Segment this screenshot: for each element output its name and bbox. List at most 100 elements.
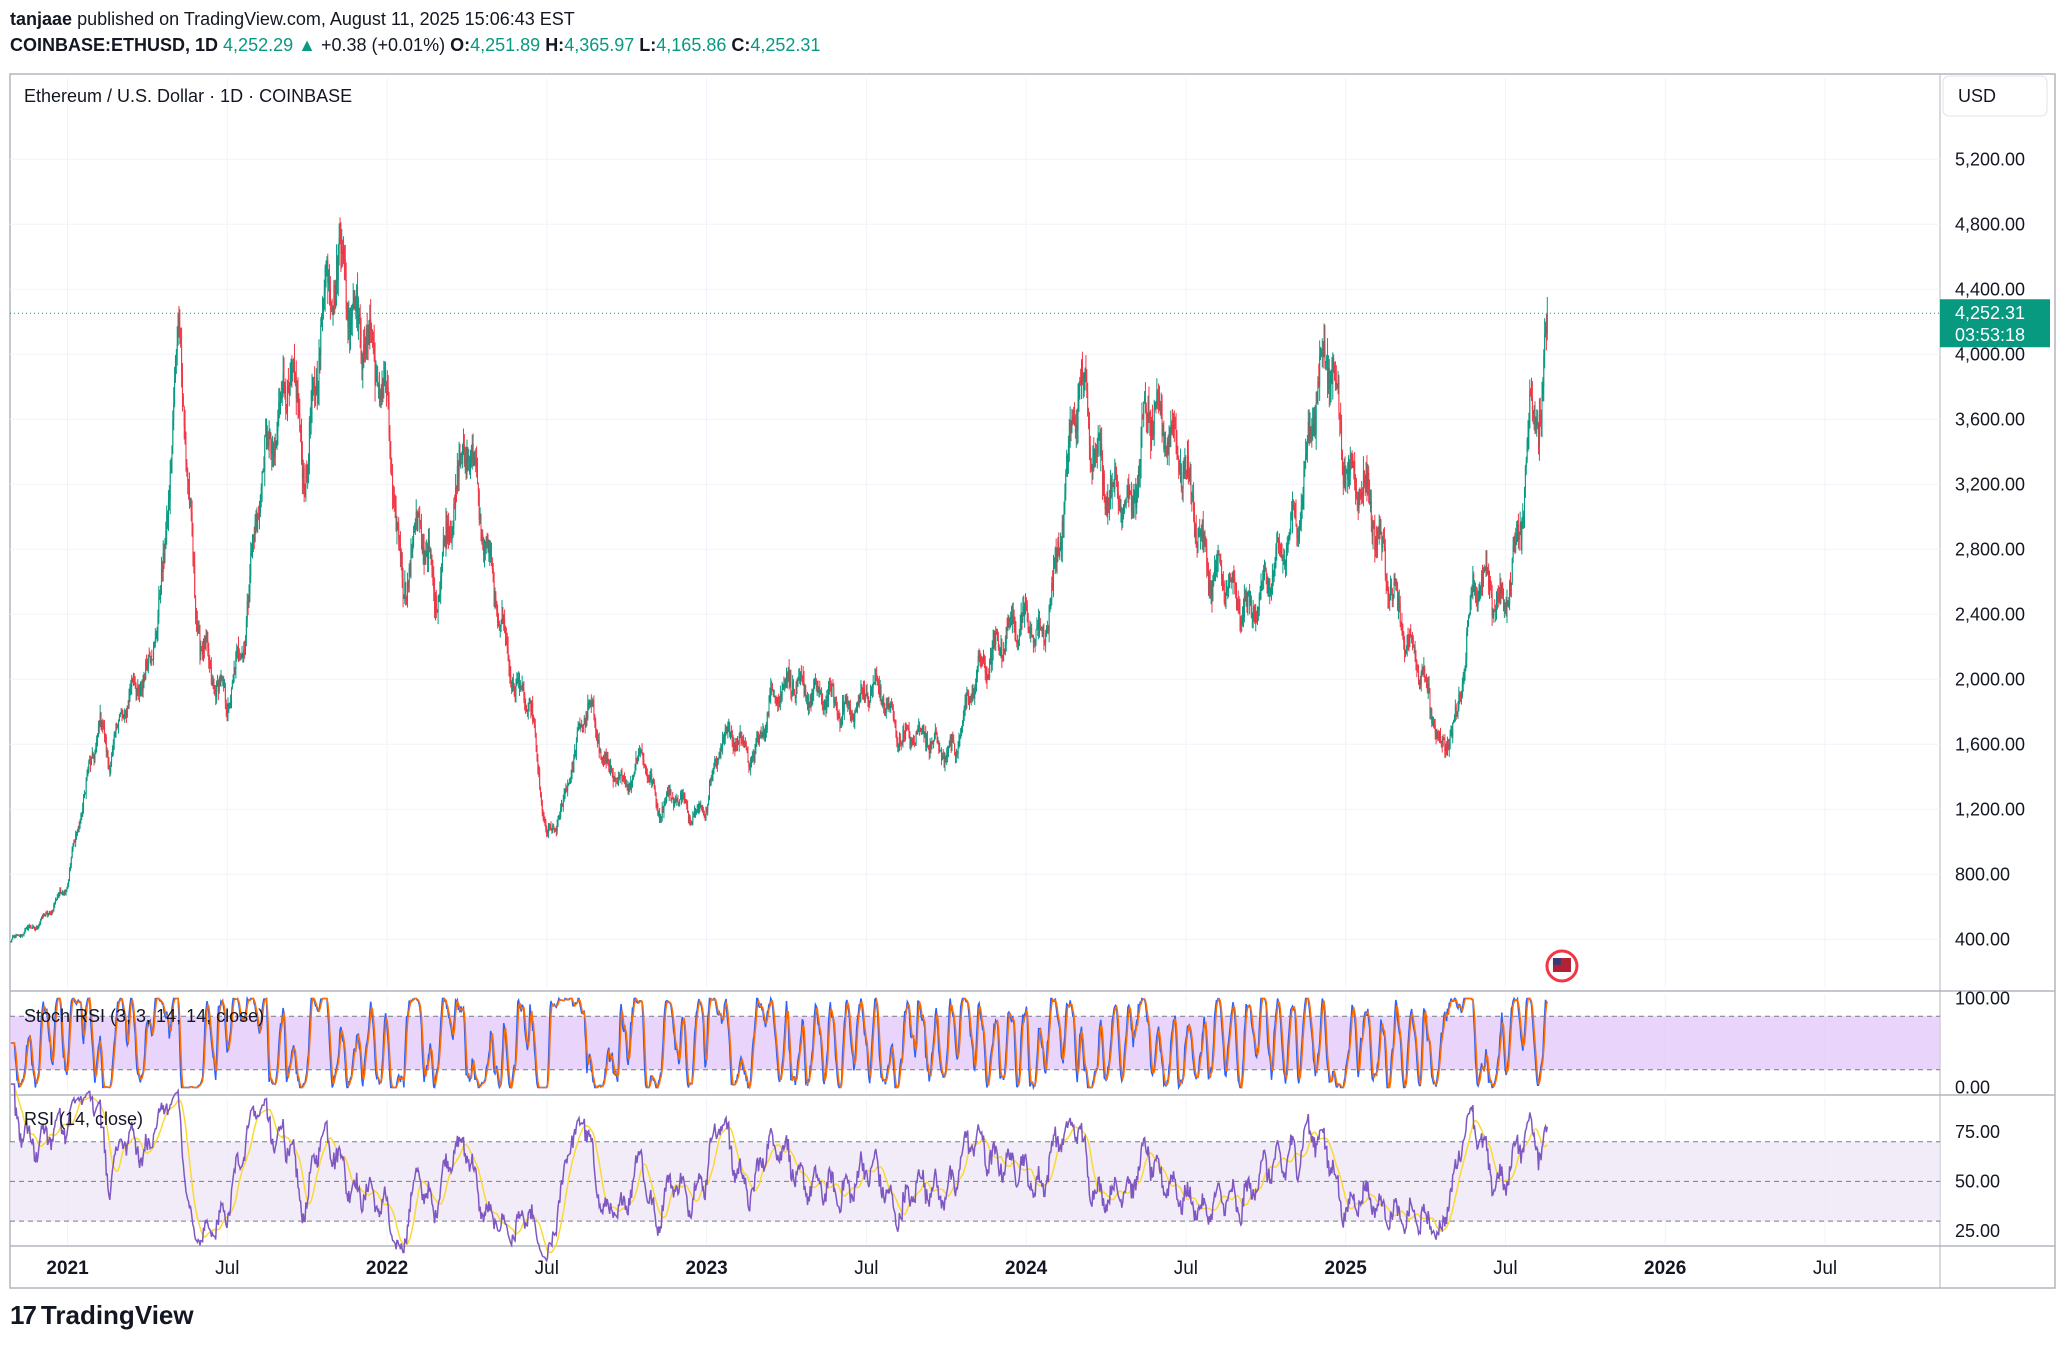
candle-body[interactable] — [483, 536, 485, 555]
candle-body[interactable] — [516, 679, 518, 686]
candle-body[interactable] — [633, 774, 635, 777]
candle-body[interactable] — [127, 705, 129, 707]
candle-body[interactable] — [1305, 454, 1307, 462]
candle-body[interactable] — [103, 725, 105, 727]
candle-body[interactable] — [1137, 470, 1139, 494]
candle-body[interactable] — [168, 499, 170, 501]
candle-body[interactable] — [895, 725, 897, 738]
candle-body[interactable] — [847, 700, 849, 705]
candle-body[interactable] — [437, 600, 439, 613]
candle-body[interactable] — [436, 611, 438, 613]
candle-body[interactable] — [607, 757, 609, 761]
candle-body[interactable] — [1193, 510, 1195, 537]
candle-body[interactable] — [1157, 390, 1159, 395]
candle-body[interactable] — [810, 695, 812, 706]
candle-body[interactable] — [772, 690, 774, 697]
candle-body[interactable] — [358, 313, 360, 317]
candle-body[interactable] — [1018, 635, 1020, 640]
candle-body[interactable] — [684, 797, 686, 801]
candle-body[interactable] — [309, 422, 311, 424]
candle-body[interactable] — [1383, 540, 1385, 548]
candle-body[interactable] — [237, 646, 239, 656]
candle-body[interactable] — [1478, 592, 1480, 601]
currency-button[interactable] — [1942, 75, 2048, 117]
candle-body[interactable] — [1037, 625, 1039, 629]
candle-body[interactable] — [926, 738, 928, 747]
candle-body[interactable] — [1352, 463, 1354, 468]
candle-body[interactable] — [506, 638, 508, 647]
candle-body[interactable] — [1102, 455, 1104, 486]
candle-body[interactable] — [345, 280, 347, 310]
candle-body[interactable] — [905, 726, 907, 730]
candle-body[interactable] — [1054, 548, 1056, 567]
candle-body[interactable] — [834, 700, 836, 703]
candle-body[interactable] — [600, 751, 602, 760]
candle-body[interactable] — [1450, 732, 1452, 736]
candle-body[interactable] — [641, 749, 643, 753]
candle-body[interactable] — [860, 684, 862, 694]
candle-body[interactable] — [592, 700, 594, 705]
candle-body[interactable] — [1254, 614, 1256, 623]
candle-body[interactable] — [749, 766, 751, 769]
last-price-badge[interactable] — [1940, 299, 2050, 348]
candle-body[interactable] — [582, 724, 584, 726]
candle-body[interactable] — [1265, 571, 1267, 576]
candle-body[interactable] — [13, 935, 15, 937]
candle-body[interactable] — [870, 691, 872, 703]
candle-body[interactable] — [153, 643, 155, 646]
candle-body[interactable] — [1061, 521, 1063, 550]
candle-body[interactable] — [687, 812, 689, 821]
candle-body[interactable] — [1242, 607, 1244, 624]
candle-body[interactable] — [1128, 486, 1130, 495]
candle-body[interactable] — [46, 912, 48, 914]
candle-body[interactable] — [1365, 470, 1367, 485]
candle-body[interactable] — [1178, 459, 1180, 472]
candle-body[interactable] — [1483, 568, 1485, 573]
candle-body[interactable] — [685, 800, 687, 804]
candle-body[interactable] — [234, 667, 236, 669]
candle-body[interactable] — [397, 522, 399, 525]
candle-body[interactable] — [48, 912, 50, 915]
candle-body[interactable] — [158, 597, 160, 618]
candle-body[interactable] — [209, 659, 211, 664]
candle-body[interactable] — [1501, 583, 1503, 595]
candle-body[interactable] — [581, 724, 583, 727]
candle-body[interactable] — [1451, 732, 1453, 737]
candle-body[interactable] — [1158, 394, 1160, 396]
candle-body[interactable] — [1525, 460, 1527, 468]
candle-body[interactable] — [480, 514, 482, 541]
candle-body[interactable] — [1436, 733, 1438, 739]
candle-body[interactable] — [949, 736, 951, 742]
candle-body[interactable] — [891, 701, 893, 708]
candle-body[interactable] — [1418, 671, 1420, 684]
candle-body[interactable] — [1126, 489, 1128, 498]
candle-body[interactable] — [376, 376, 378, 378]
candle-body[interactable] — [320, 325, 322, 355]
candle-body[interactable] — [473, 459, 475, 464]
candle-body[interactable] — [1008, 617, 1010, 623]
candle-body[interactable] — [496, 600, 498, 611]
candle-body[interactable] — [940, 749, 942, 761]
candle-body[interactable] — [907, 728, 909, 730]
candle-body[interactable] — [613, 778, 615, 782]
candle-body[interactable] — [416, 512, 418, 518]
candle-body[interactable] — [1505, 607, 1507, 617]
candle-body[interactable] — [321, 315, 323, 326]
candle-body[interactable] — [1264, 568, 1266, 572]
candle-body[interactable] — [919, 728, 921, 730]
candle-body[interactable] — [1183, 472, 1185, 475]
candle-body[interactable] — [146, 666, 148, 670]
candle-body[interactable] — [1361, 493, 1363, 498]
candle-body[interactable] — [39, 922, 41, 925]
candle-body[interactable] — [1379, 524, 1381, 534]
candle-body[interactable] — [589, 701, 591, 706]
candle-body[interactable] — [812, 691, 814, 697]
candle-body[interactable] — [392, 475, 394, 496]
candle-body[interactable] — [1211, 586, 1213, 601]
candle-body[interactable] — [1217, 554, 1219, 561]
candle-body[interactable] — [828, 683, 830, 687]
candle-body[interactable] — [803, 677, 805, 694]
candle-body[interactable] — [411, 548, 413, 552]
candle-body[interactable] — [1154, 402, 1156, 408]
candle-body[interactable] — [610, 765, 612, 772]
